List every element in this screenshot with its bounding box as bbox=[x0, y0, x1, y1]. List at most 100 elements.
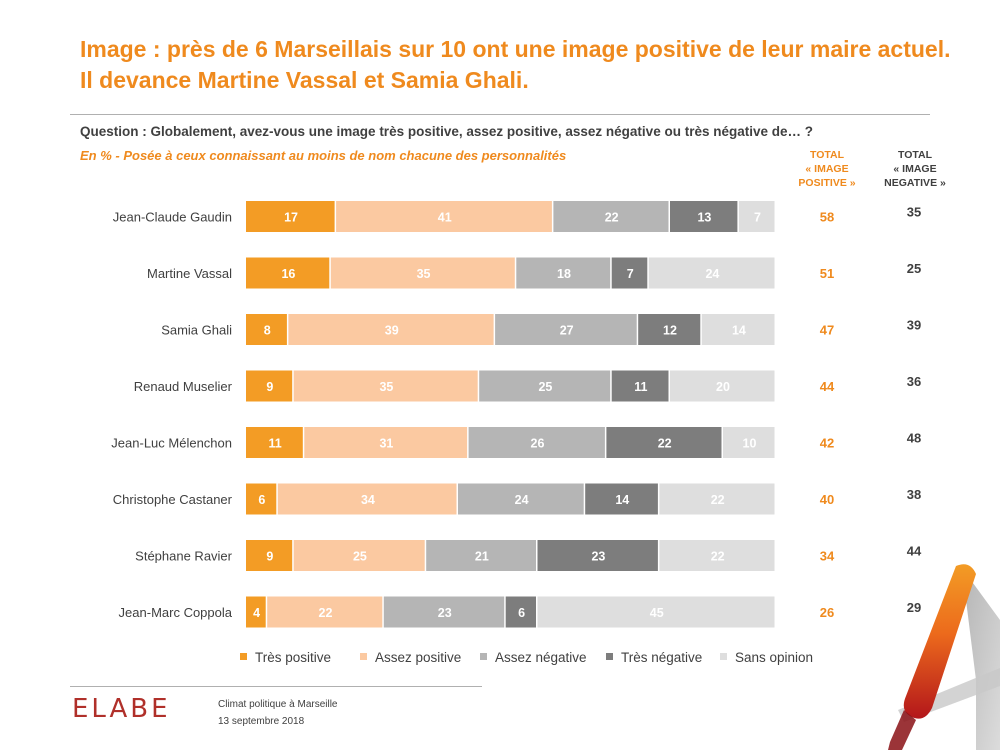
bottom-divider bbox=[70, 686, 482, 687]
bar-segment-tres-positive bbox=[246, 201, 335, 232]
bar-segment-tres-negative bbox=[611, 370, 669, 402]
bar-segment-assez-positive bbox=[288, 314, 494, 345]
category-label: Renaud Muselier bbox=[134, 379, 233, 394]
bar-segment-tres-negative bbox=[670, 201, 738, 232]
data-label: 22 bbox=[319, 606, 333, 620]
legend-swatch bbox=[480, 652, 487, 660]
data-label: 23 bbox=[438, 606, 452, 620]
title-line-2: Il devance Martine Vassal et Samia Ghali… bbox=[80, 67, 529, 93]
data-label: 8 bbox=[264, 324, 271, 338]
bar-segment-assez-positive bbox=[293, 540, 425, 571]
bar-segment-tres-negative bbox=[537, 540, 658, 571]
bar-segment-assez-negative bbox=[468, 427, 605, 458]
category-label: Stéphane Ravier bbox=[135, 549, 233, 564]
legend-label: Sans opinion bbox=[735, 650, 814, 665]
data-label: 22 bbox=[711, 550, 725, 564]
bar-segment-tres-negative bbox=[606, 427, 722, 458]
data-label: 26 bbox=[531, 437, 545, 451]
total-negative-value: 48 bbox=[907, 431, 921, 446]
data-label: 27 bbox=[560, 324, 574, 338]
category-label: Samia Ghali bbox=[161, 323, 232, 338]
title-line-1: Image : près de 6 Marseillais sur 10 ont… bbox=[80, 36, 951, 62]
legend-item-assez-negative: Assez négative bbox=[480, 650, 587, 665]
bar-segment-assez-positive bbox=[304, 427, 468, 458]
total-negative-value: 35 bbox=[907, 205, 921, 220]
bar-segment-sans-opinion bbox=[723, 427, 775, 458]
total-negative-header-line: TOTAL bbox=[897, 149, 933, 161]
question-text: Question : Globalement, avez-vous une im… bbox=[80, 124, 813, 139]
chart-legend: Très positive Assez positive Assez négat… bbox=[240, 650, 840, 670]
total-positive-value: 42 bbox=[820, 436, 834, 451]
data-label: 23 bbox=[591, 550, 605, 564]
bar-segment-sans-opinion bbox=[670, 370, 775, 402]
data-label: 35 bbox=[379, 380, 393, 394]
data-label: 11 bbox=[269, 437, 282, 451]
top-divider bbox=[70, 114, 930, 115]
data-label: 7 bbox=[754, 211, 761, 225]
data-label: 22 bbox=[658, 437, 672, 451]
total-positive-value: 58 bbox=[820, 210, 834, 225]
total-positive-value: 34 bbox=[820, 549, 835, 564]
data-label: 31 bbox=[379, 437, 393, 451]
data-label: 22 bbox=[605, 211, 619, 225]
total-positive-header-line: POSITIVE » bbox=[798, 177, 856, 189]
legend-swatch bbox=[240, 652, 247, 660]
bar-segment-tres-negative bbox=[611, 257, 648, 289]
data-label: 17 bbox=[284, 211, 298, 225]
legend-swatch bbox=[720, 652, 727, 660]
total-positive-value: 47 bbox=[820, 323, 834, 338]
bar-segment-assez-negative bbox=[458, 483, 584, 515]
bar-segment-tres-positive bbox=[246, 370, 293, 402]
data-label: 6 bbox=[518, 606, 525, 620]
total-negative-value: 29 bbox=[907, 600, 921, 615]
data-label: 41 bbox=[438, 211, 452, 225]
category-label: Jean-Luc Mélenchon bbox=[111, 436, 232, 451]
bar-segment-tres-positive bbox=[246, 427, 303, 458]
data-label: 6 bbox=[258, 493, 265, 507]
bar-segment-assez-positive bbox=[336, 201, 552, 232]
bar-segment-sans-opinion bbox=[537, 596, 775, 628]
bar-segment-tres-positive bbox=[246, 596, 266, 628]
bar-segment-assez-negative bbox=[495, 314, 637, 345]
category-label: Jean-Claude Gaudin bbox=[113, 210, 232, 225]
bar-segment-assez-negative bbox=[383, 596, 505, 628]
bar-segment-tres-negative bbox=[638, 314, 701, 345]
data-label: 35 bbox=[417, 267, 431, 281]
bar-segment-sans-opinion bbox=[659, 540, 775, 571]
bar-segment-tres-negative bbox=[505, 596, 536, 628]
total-negative-value: 25 bbox=[907, 261, 921, 276]
data-label: 11 bbox=[634, 380, 647, 394]
legend-item-assez-positive: Assez positive bbox=[360, 650, 461, 665]
data-label: 14 bbox=[615, 493, 629, 507]
data-label: 25 bbox=[538, 380, 552, 394]
data-label: 12 bbox=[663, 324, 677, 338]
category-label: Christophe Castaner bbox=[113, 492, 233, 507]
data-label: 4 bbox=[253, 606, 260, 620]
data-label: 24 bbox=[515, 493, 529, 507]
bar-segment-assez-positive bbox=[277, 483, 457, 515]
bar-segment-assez-positive bbox=[330, 257, 515, 289]
data-label: 21 bbox=[475, 550, 489, 564]
elabe-logo: ELABE bbox=[72, 694, 171, 724]
total-negative-header-line: NEGATIVE » bbox=[884, 177, 946, 189]
legend-label: Très négative bbox=[621, 650, 703, 665]
bar-segment-assez-positive bbox=[293, 370, 478, 402]
total-positive-header-line: « IMAGE bbox=[805, 163, 849, 175]
data-label: 20 bbox=[716, 380, 730, 394]
data-label: 18 bbox=[557, 267, 571, 281]
data-label: 22 bbox=[711, 493, 725, 507]
legend-item-sans-opinion: Sans opinion bbox=[720, 650, 813, 665]
total-negative-value: 36 bbox=[907, 374, 921, 389]
footer-study-name: Climat politique à Marseille bbox=[218, 699, 338, 710]
category-label: Jean-Marc Coppola bbox=[119, 605, 233, 620]
data-label: 25 bbox=[353, 550, 367, 564]
total-positive-header: TOTAL « IMAGE POSITIVE » bbox=[787, 148, 867, 190]
bar-segment-tres-positive bbox=[246, 314, 287, 345]
legend-item-tres-negative: Très négative bbox=[606, 650, 702, 665]
bar-segment-sans-opinion bbox=[701, 314, 775, 345]
bar-segment-assez-negative bbox=[553, 201, 669, 232]
legend-label: Assez négative bbox=[495, 650, 587, 665]
total-negative-value: 38 bbox=[907, 487, 921, 502]
total-negative-header: TOTAL « IMAGE NEGATIVE » bbox=[875, 148, 955, 190]
